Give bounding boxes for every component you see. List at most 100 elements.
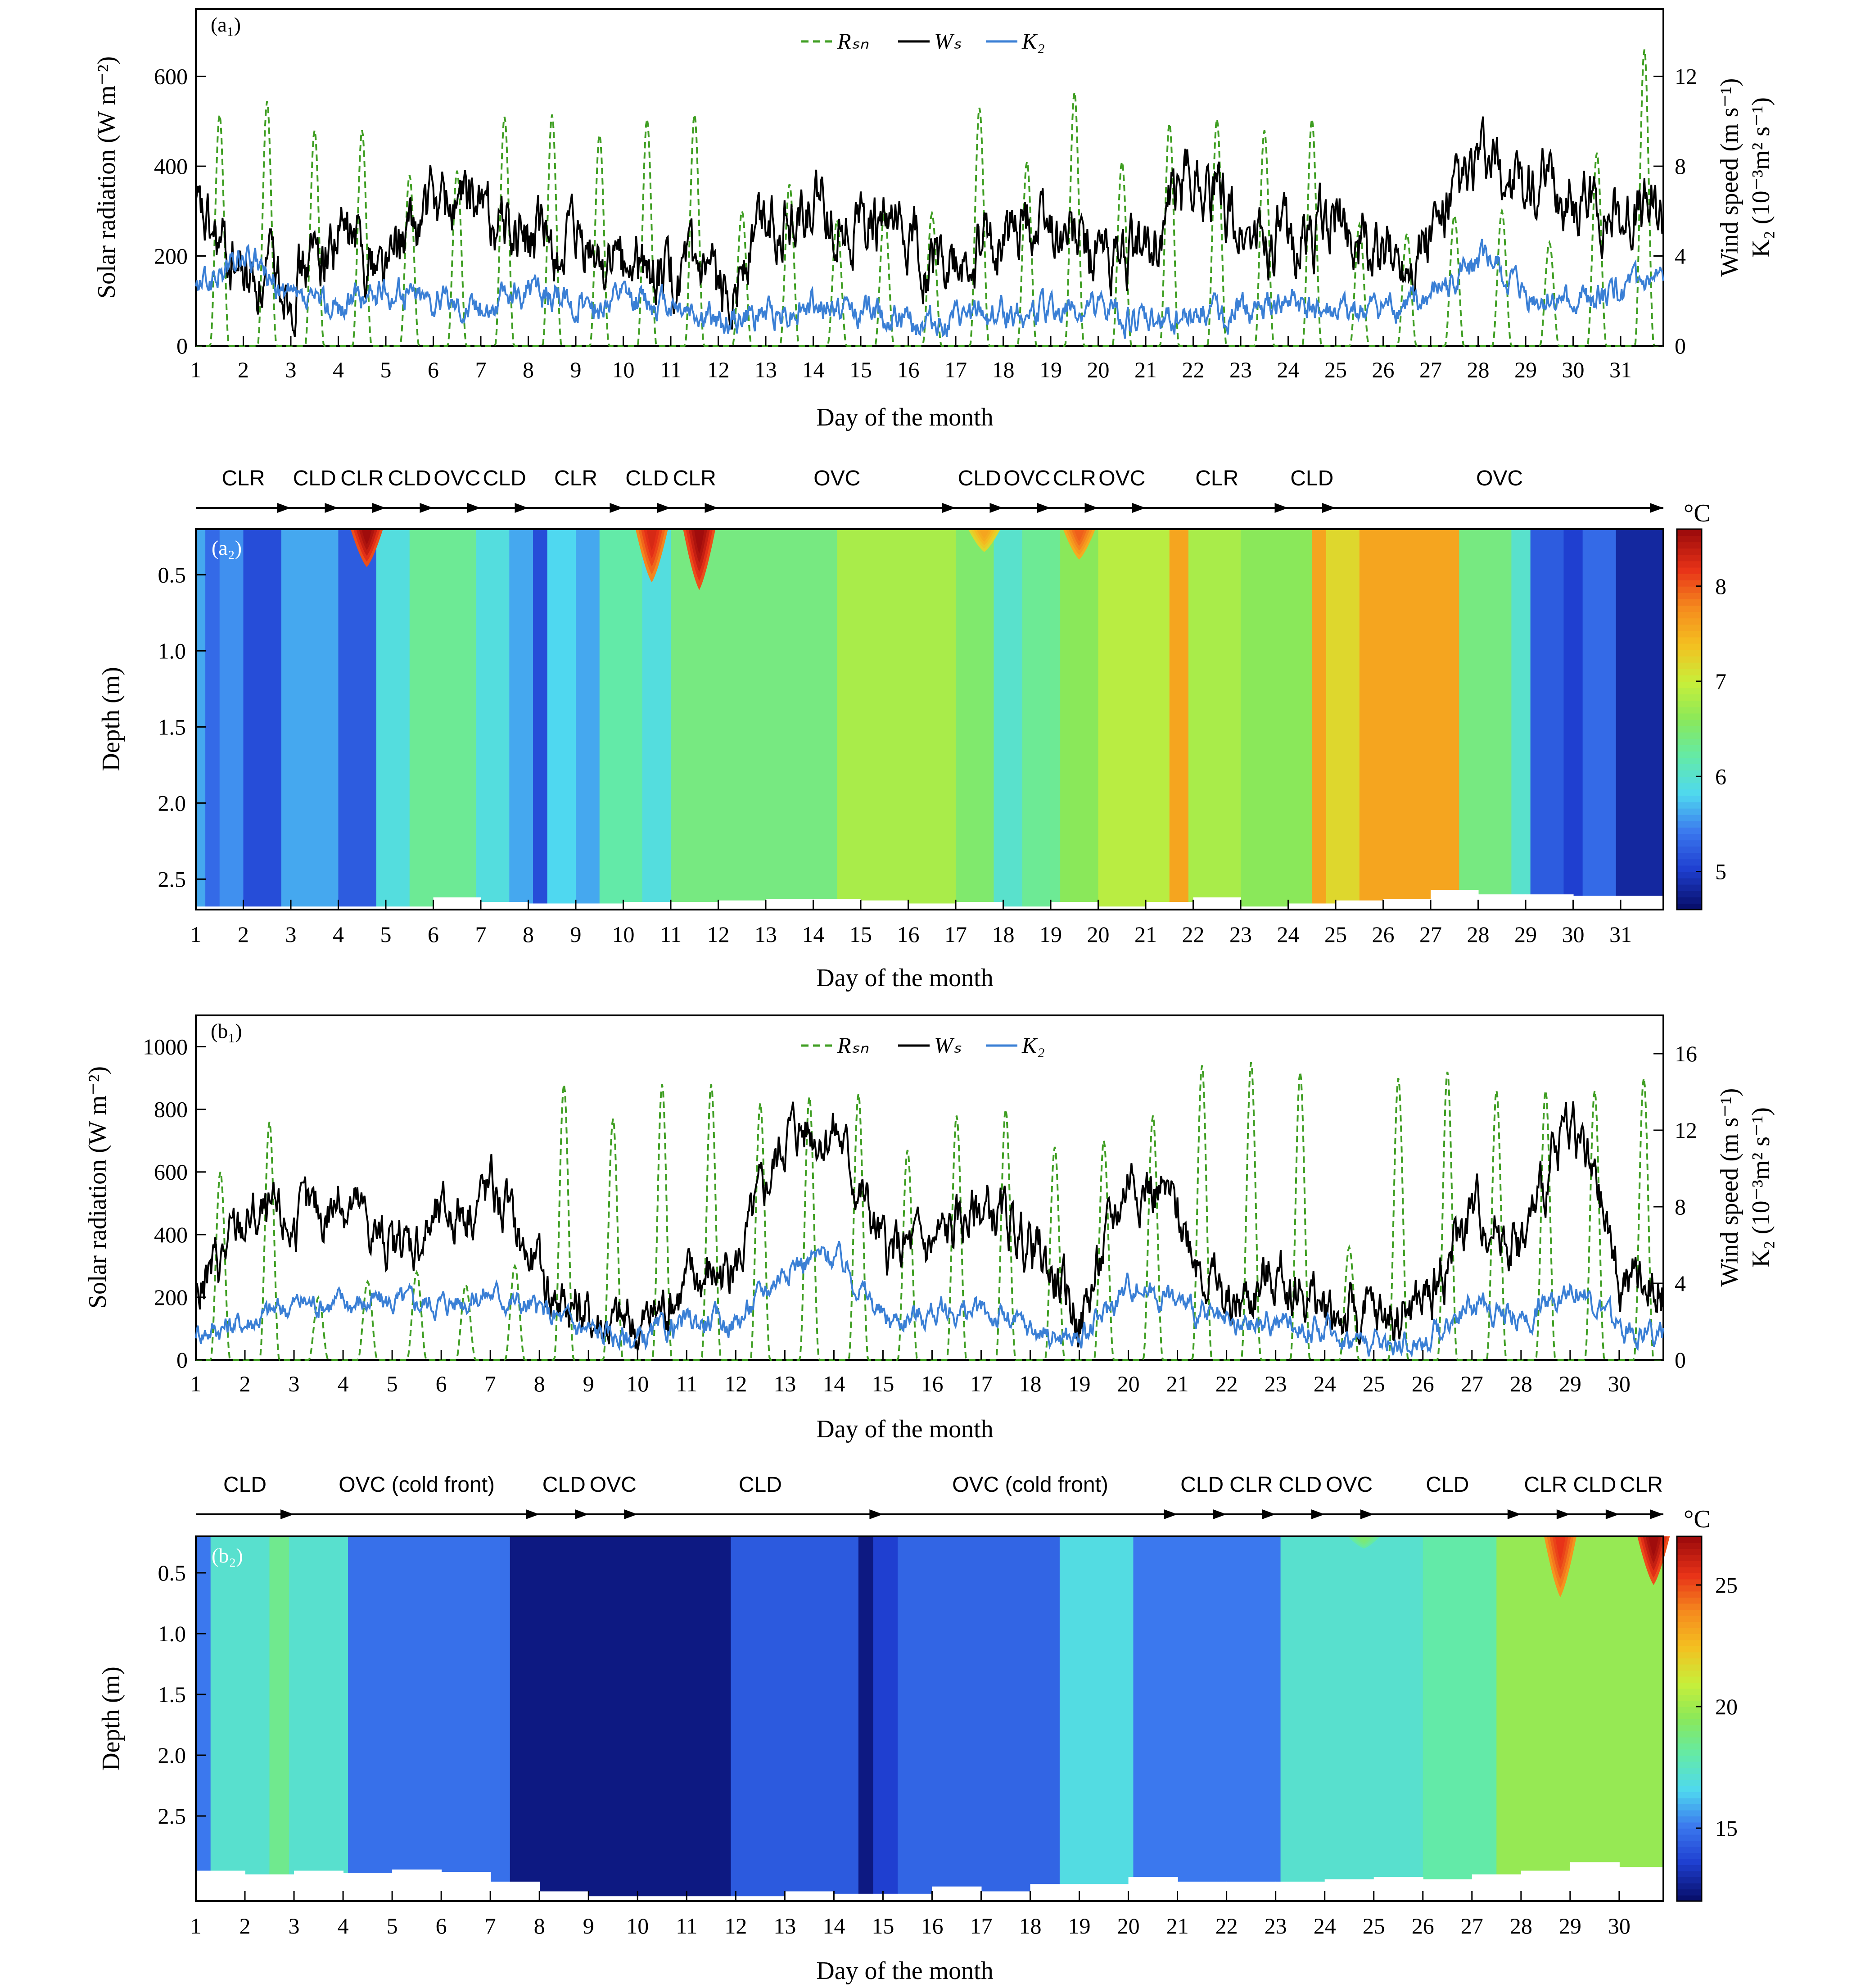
- colorbar-tick-label: 25: [1715, 1572, 1738, 1598]
- colorbar-step: [1677, 649, 1702, 657]
- y-tick-label: 2.0: [158, 1743, 186, 1768]
- x-tick-label: 12: [724, 1371, 747, 1396]
- x-tick-label: 30: [1562, 922, 1585, 947]
- temperature-segment: [1133, 1536, 1281, 1901]
- a1-legend-kz-label: K₂: [1021, 28, 1045, 54]
- x-tick-label: 9: [583, 1371, 594, 1396]
- colorbar-step: [1677, 675, 1702, 682]
- colorbar-step: [1677, 1585, 1702, 1592]
- weather-label: CLD: [739, 1473, 782, 1497]
- bottom-mask: [1177, 1881, 1227, 1901]
- colorbar-step: [1677, 1676, 1702, 1683]
- x-tick-label: 1: [190, 1913, 202, 1938]
- colorbar-step: [1677, 1785, 1702, 1792]
- weather-label: OVC: [1326, 1473, 1373, 1497]
- ws-series-line: [195, 1101, 1664, 1351]
- colorbar-step: [1677, 1737, 1702, 1743]
- colorbar-step: [1677, 1652, 1702, 1658]
- colorbar-step: [1677, 1822, 1702, 1829]
- temperature-segment: [1326, 529, 1360, 910]
- x-tick-label: 28: [1467, 357, 1490, 382]
- temperature-segment: [338, 529, 377, 910]
- bottom-mask: [956, 902, 1004, 910]
- x-tick-label: 27: [1461, 1913, 1483, 1938]
- colorbar-step: [1677, 656, 1702, 663]
- rsn-series-line: [196, 1062, 1663, 1361]
- bottom-mask: [861, 900, 909, 910]
- x-tick-label: 1: [190, 922, 202, 947]
- x-tick-label: 3: [285, 922, 297, 947]
- a2-panel-label: (a₂): [212, 536, 242, 559]
- weather-label: CLD: [1290, 466, 1333, 490]
- weather-arrowhead: [942, 503, 956, 513]
- x-tick-label: 27: [1461, 1371, 1483, 1396]
- x-tick-label: 24: [1277, 922, 1300, 947]
- x-tick-label: 30: [1562, 357, 1585, 382]
- colorbar-step: [1677, 573, 1702, 580]
- bottom-mask: [1472, 1874, 1522, 1901]
- temperature-segment: [269, 1536, 290, 1901]
- weather-label: CLD: [1180, 1473, 1224, 1497]
- x-tick-label: 28: [1510, 1913, 1532, 1938]
- y-tick-left-label: 400: [154, 1222, 188, 1247]
- y-tick-right-label: 4: [1675, 244, 1686, 269]
- colorbar-step: [1677, 719, 1702, 726]
- y-tick-left-label: 0: [176, 1347, 188, 1372]
- weather-arrowhead: [1360, 1509, 1374, 1519]
- b2-frame: [195, 1535, 1664, 1902]
- x-tick-label: 25: [1324, 357, 1347, 382]
- colorbar-step: [1677, 1621, 1702, 1628]
- bottom-mask: [623, 902, 672, 910]
- bottom-mask: [1570, 1862, 1620, 1901]
- y-tick-left-label: 800: [154, 1097, 188, 1122]
- colorbar-step: [1677, 865, 1702, 872]
- bottom-mask: [981, 1891, 1031, 1901]
- colorbar-step: [1677, 1883, 1702, 1889]
- x-tick-label: 8: [534, 1371, 545, 1396]
- colorbar-step: [1677, 618, 1702, 625]
- x-tick-label: 6: [428, 922, 439, 947]
- colorbar-step: [1677, 1700, 1702, 1707]
- weather-arrowhead: [610, 503, 623, 513]
- a2-frame: [195, 528, 1664, 910]
- colorbar-step: [1677, 770, 1702, 777]
- y-tick-left-label: 600: [154, 64, 188, 89]
- x-tick-label: 11: [660, 357, 682, 382]
- colorbar-step: [1677, 1858, 1702, 1865]
- colorbar-step: [1677, 795, 1702, 802]
- colorbar-step: [1677, 1646, 1702, 1653]
- temperature-segment: [509, 529, 534, 910]
- colorbar-step: [1677, 1731, 1702, 1738]
- x-tick-label: 3: [289, 1913, 300, 1938]
- weather-arrowhead: [1322, 503, 1336, 513]
- temperature-segment: [956, 529, 994, 910]
- bottom-mask: [1619, 1867, 1664, 1901]
- x-tick-label: 25: [1363, 1913, 1385, 1938]
- weather-arrowhead: [372, 503, 386, 513]
- bottom-mask: [1003, 906, 1052, 910]
- a1-xlabel: Day of the month: [816, 403, 993, 431]
- colorbar-step: [1677, 598, 1702, 606]
- weather-label: OVC: [813, 466, 860, 490]
- b1-legend-kz-label: K₂: [1021, 1032, 1045, 1058]
- temperature-segment: [348, 1536, 510, 1901]
- colorbar-step: [1677, 706, 1702, 714]
- weather-label: OVC: [590, 1473, 637, 1497]
- y-tick-label: 2.0: [158, 790, 186, 815]
- x-tick-label: 24: [1314, 1913, 1336, 1938]
- warm-plume: [1648, 1536, 1659, 1556]
- panel-b1: 1 2 3 4 5 6 7 8 9 10 11 12 13 14 15 16 17 18 19 20 21 22 23 24 2…: [84, 1014, 1775, 1443]
- colorbar-step: [1677, 1573, 1702, 1580]
- bottom-mask: [834, 1893, 884, 1901]
- colorbar-step: [1677, 738, 1702, 745]
- colorbar-step: [1677, 827, 1702, 834]
- y-tick-left-label: 600: [154, 1159, 188, 1185]
- y-tick-right-label: 0: [1675, 333, 1686, 358]
- temperature-segment: [1022, 529, 1061, 910]
- x-tick-label: 24: [1277, 357, 1300, 382]
- x-tick-label: 19: [1068, 1371, 1091, 1396]
- x-tick-label: 8: [523, 922, 534, 947]
- x-tick-label: 27: [1419, 357, 1442, 382]
- panel-a1: 1 2 3 4 5 6 7 8 9 10 11 12 13 14 15 16 17 18 19 20 21 22 23 24 2…: [93, 8, 1775, 431]
- y-tick-right-label: 8: [1675, 154, 1686, 179]
